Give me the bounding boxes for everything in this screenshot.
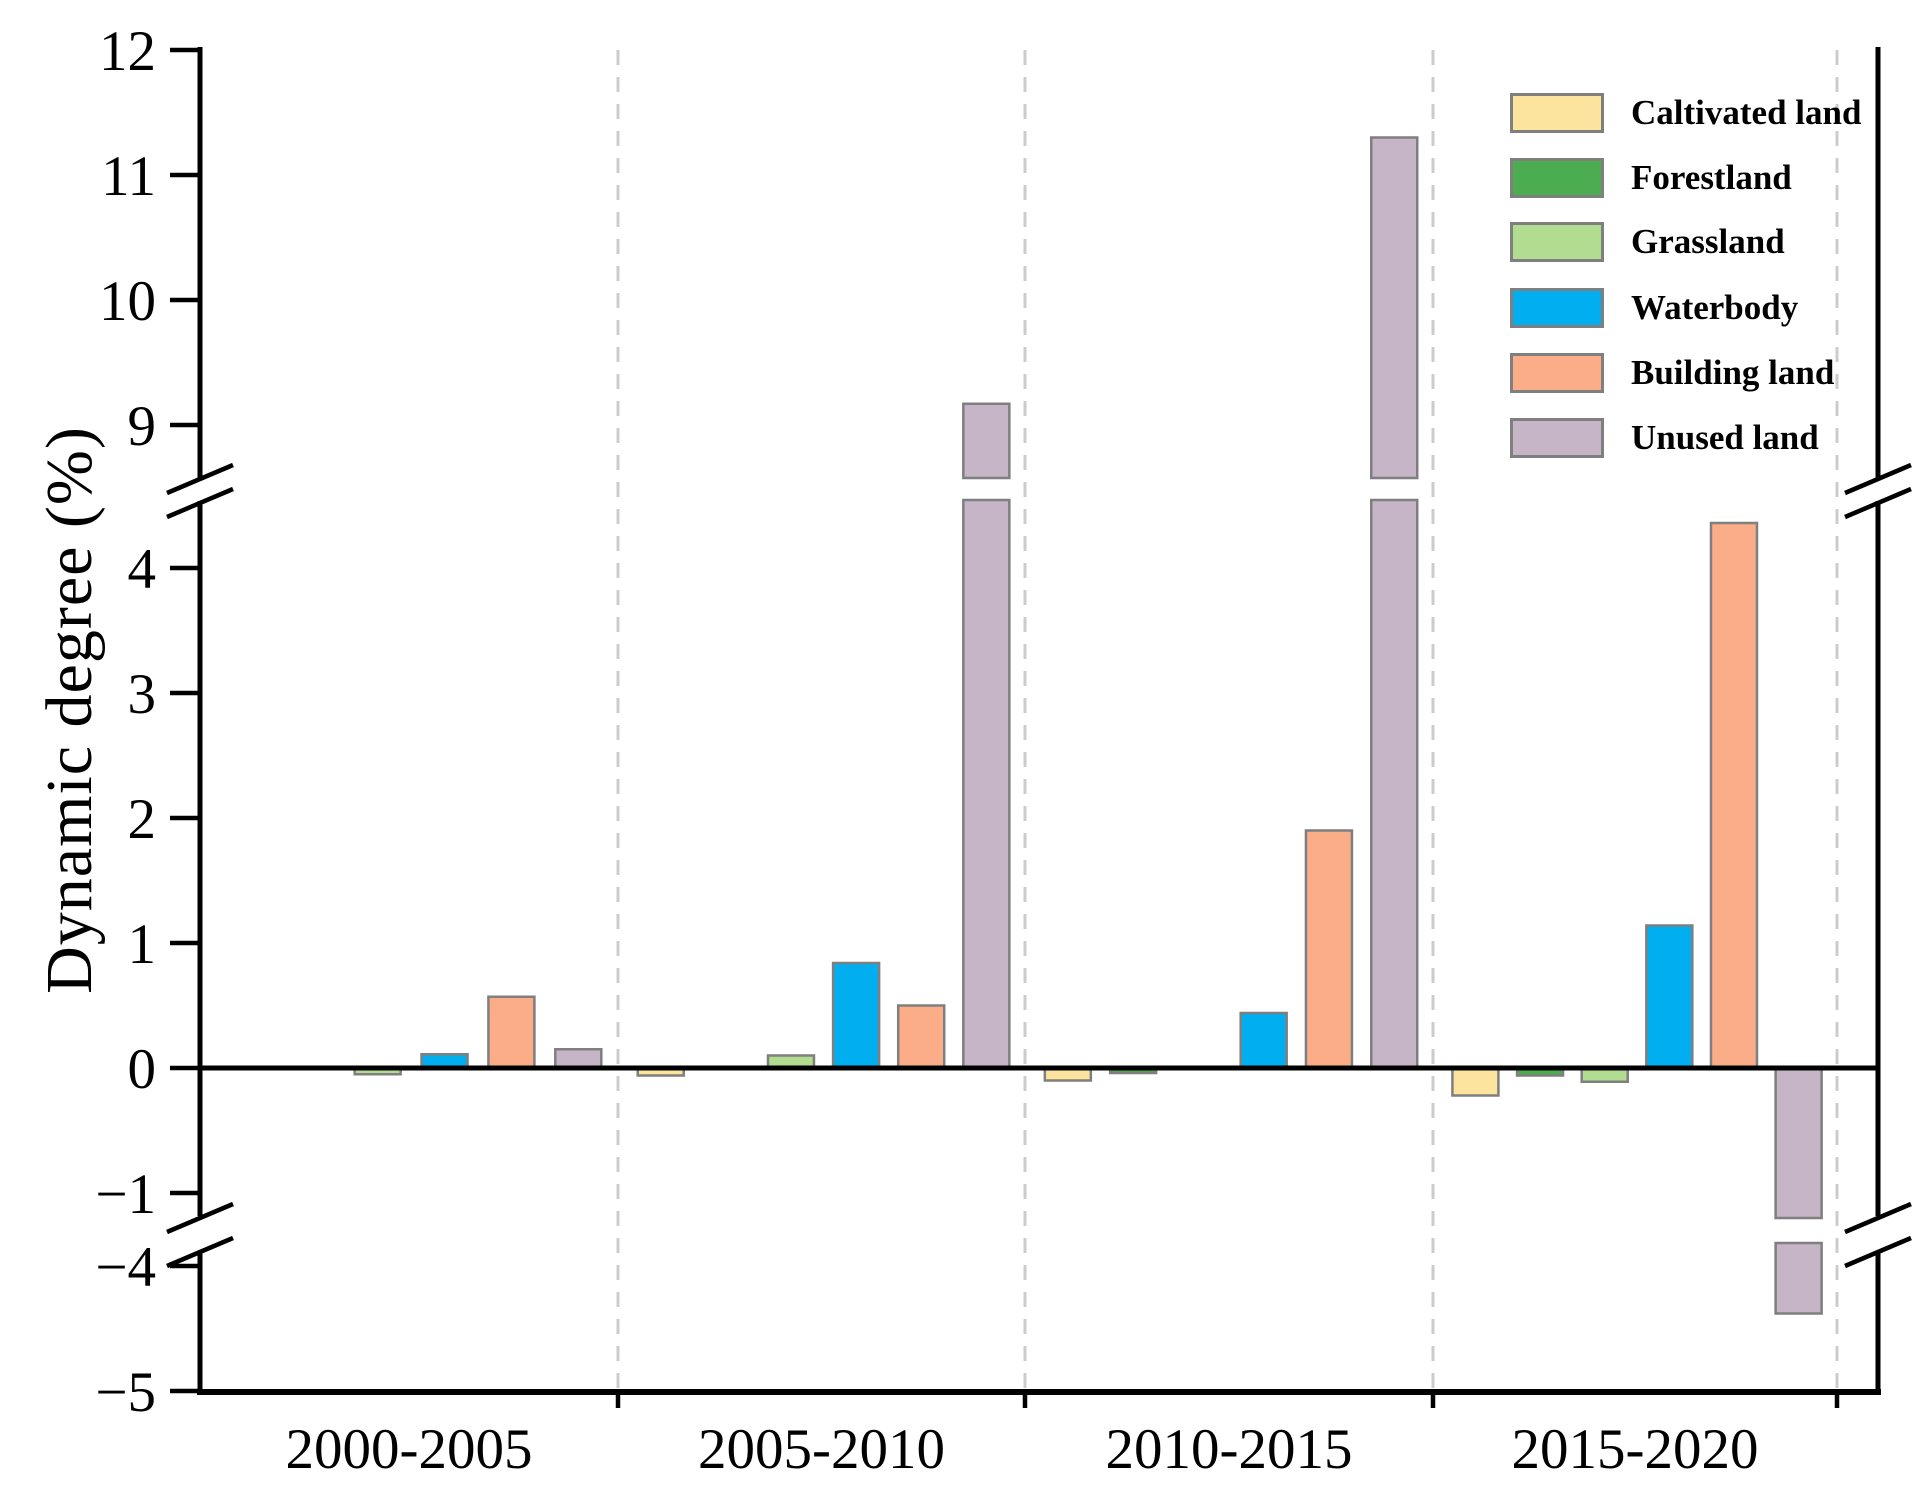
y-tick-label--5: −5	[95, 1361, 156, 1424]
bar-unused-land-2010-2015	[1369, 498, 1419, 1070]
legend-label-waterbody: Waterbody	[1631, 288, 1799, 327]
bar-waterbody-2015-2020	[1645, 924, 1694, 1070]
y-tick-label--1: −1	[95, 1163, 156, 1226]
x-category-label-2015-2020: 2015-2020	[1512, 1418, 1759, 1481]
axis-break-slash-0-0-0	[166, 462, 234, 496]
legend-swatch-waterbody	[1510, 288, 1604, 328]
y-tick-label-2: 2	[128, 788, 157, 851]
bar-building-land-2005-2010	[896, 1004, 946, 1070]
axis-break-slash-1-0-1	[1844, 486, 1912, 520]
x-category-label-2005-2010: 2005-2010	[698, 1418, 945, 1481]
bar-unused-land-2015-2020	[1774, 1241, 1823, 1315]
bar-unused-land-2005-2010	[962, 498, 1011, 1070]
bar-waterbody-2010-2015	[1239, 1011, 1288, 1070]
axis-break-slash-1-0-0	[1844, 462, 1912, 496]
legend-label-building-land: Building land	[1631, 353, 1835, 392]
legend-item-unused-land: Unused land	[1510, 418, 1819, 458]
legend-swatch-building-land	[1510, 353, 1604, 393]
bar-building-land-2010-2015	[1304, 829, 1354, 1070]
legend-swatch-forestland	[1510, 158, 1604, 198]
bar-waterbody-2005-2010	[831, 961, 881, 1070]
y-tick-label-4: 4	[128, 538, 157, 601]
legend-label-caltivated-land: Caltivated land	[1631, 93, 1862, 132]
bar-unused-land-2010-2015	[1369, 136, 1419, 480]
bar-building-land-2015-2020	[1709, 521, 1759, 1070]
axis-break-slash-1-1-1	[1844, 1235, 1912, 1269]
bar-unused-land-2005-2010	[962, 402, 1011, 480]
y-tick-label--4: −4	[95, 1236, 156, 1299]
legend-label-forestland: Forestland	[1631, 158, 1792, 197]
legend-swatch-grassland	[1510, 222, 1604, 262]
legend-item-building-land: Building land	[1510, 353, 1834, 393]
axis-break-slash-0-1-0	[166, 1201, 234, 1235]
legend-item-forestland: Forestland	[1510, 158, 1792, 198]
legend-item-waterbody: Waterbody	[1510, 288, 1798, 328]
y-tick-label-11: 11	[101, 145, 156, 208]
bar-building-land-2000-2005	[487, 995, 536, 1070]
y-tick-label-3: 3	[128, 663, 157, 726]
bar-unused-land-2000-2005	[554, 1048, 603, 1070]
x-category-label-2010-2015: 2010-2015	[1106, 1418, 1353, 1481]
bar-caltivated-land-2015-2020	[1451, 1066, 1500, 1097]
axis-break-slash-0-1-1	[166, 1235, 234, 1269]
y-tick-label-10: 10	[99, 270, 156, 333]
bar-unused-land-2015-2020	[1774, 1066, 1823, 1220]
y-tick-label-12: 12	[99, 20, 156, 83]
x-category-label-2000-2005: 2000-2005	[286, 1418, 533, 1481]
legend-swatch-caltivated-land	[1510, 93, 1604, 133]
legend-item-caltivated-land: Caltivated land	[1510, 93, 1861, 133]
legend-label-unused-land: Unused land	[1631, 418, 1819, 457]
y-tick-label-1: 1	[128, 913, 157, 976]
y-tick-label-9: 9	[128, 395, 157, 458]
legend-swatch-unused-land	[1510, 418, 1604, 458]
y-tick-label-0: 0	[128, 1038, 157, 1101]
axis-break-slash-1-1-0	[1844, 1201, 1912, 1235]
axis-break-slash-0-0-1	[166, 486, 234, 520]
legend-label-grassland: Grassland	[1631, 222, 1785, 261]
legend-item-grassland: Grassland	[1510, 222, 1785, 262]
